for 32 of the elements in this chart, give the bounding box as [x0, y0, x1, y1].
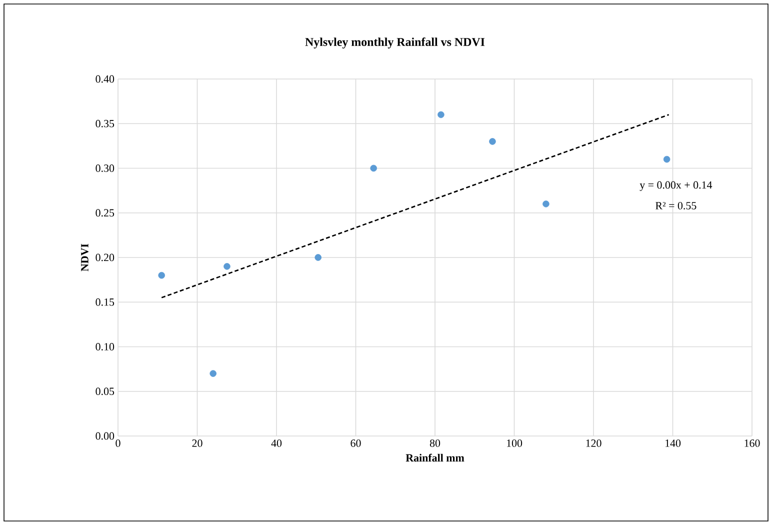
x-axis-title: Rainfall mm	[406, 454, 464, 462]
point	[663, 156, 670, 163]
y-tick-label: 0.10	[96, 343, 114, 350]
y-tick-label: 0.05	[96, 388, 114, 396]
x-tick-label: 100	[507, 440, 522, 447]
point	[224, 263, 230, 270]
chart-title: Nylsvley monthly Rainfall vs NDVI	[305, 37, 485, 48]
x-tick-label: 120	[586, 440, 602, 447]
x-tick-label: 20	[192, 440, 202, 447]
point	[489, 138, 496, 145]
y-axis-title: NDVI	[81, 244, 88, 272]
x-tick-label: 140	[666, 440, 681, 447]
x-tick-label: 80	[430, 440, 440, 447]
y-tick-label: 0.15	[96, 298, 114, 306]
point	[370, 164, 377, 172]
x-tick-label: 60	[350, 440, 361, 447]
y-tick-label: 0.25	[96, 209, 114, 217]
x-tick-label: 160	[744, 440, 760, 447]
y-tick-label: 0.35	[96, 120, 114, 128]
y-tick-label: 0.20	[96, 254, 114, 262]
y-tick-label: 0.00	[96, 432, 114, 440]
annotation: y = 0.00x + 0.14	[640, 181, 712, 191]
annotation: R² = 0.55	[656, 202, 696, 210]
point	[438, 111, 444, 118]
point	[314, 254, 322, 261]
point	[542, 200, 550, 208]
x-tick-label: 40	[271, 440, 282, 447]
y-tick-label: 0.40	[96, 75, 114, 83]
y-tick-label: 0.30	[96, 164, 114, 172]
x-tick-label: 0	[116, 440, 120, 447]
point	[158, 272, 165, 279]
point	[210, 370, 216, 377]
